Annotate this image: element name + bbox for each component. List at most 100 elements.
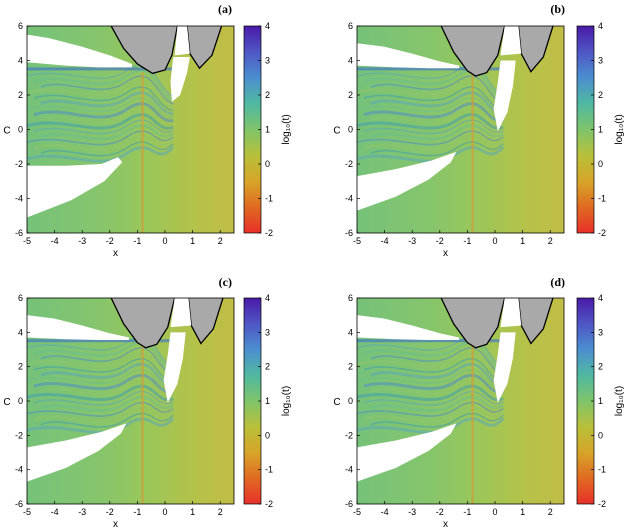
x-tick-label: -3 [78, 236, 86, 246]
boundary-left [110, 298, 176, 349]
x-tick-label: -4 [51, 507, 59, 517]
y-tick-label: 6 [348, 293, 353, 303]
y-tick-label: -2 [345, 159, 353, 169]
colorbar-tick-label: 3 [598, 56, 603, 66]
x-axis-label: x [443, 248, 448, 259]
chaotic-band [27, 336, 175, 434]
colorbar-tick-label: 3 [265, 327, 270, 337]
lobe-gap [170, 298, 192, 328]
band-edge [357, 67, 507, 71]
y-tick-label: -2 [15, 430, 23, 440]
plot-area [27, 298, 234, 504]
x-axis-label: x [113, 519, 118, 530]
lobe-gap [500, 26, 522, 56]
y-axis-label: C [333, 126, 340, 137]
plot-area [357, 298, 564, 504]
x-tick-label: -5 [23, 507, 31, 517]
x-tick-label: 0 [492, 236, 497, 246]
x-axis-label: x [443, 519, 448, 530]
panel-1: -5 -4 -3 -2 -1 0 1 2 -6 -4 -2 0 2 4 6 x C (b) -2 -1 0 1 2 3 4 log… [333, 2, 625, 259]
y-tick-label: -4 [15, 465, 23, 475]
colorbar-tick-label: 4 [598, 21, 603, 31]
panel-label: (d) [550, 275, 565, 289]
x-tick-label: 2 [548, 236, 553, 246]
lobe-gap [500, 298, 522, 328]
orange-streak [141, 344, 144, 504]
boundary-left [440, 298, 506, 349]
upper-basin [27, 34, 132, 68]
colorbar-tick-label: 1 [598, 125, 603, 135]
boundary-right [517, 26, 554, 73]
boundary-right [186, 26, 223, 70]
y-tick-label: -6 [345, 228, 353, 238]
x-tick-label: -1 [133, 507, 141, 517]
colorbar-label: log₁₀(t) [614, 386, 625, 416]
boundary-left [110, 26, 179, 75]
x-tick-label: -1 [133, 236, 141, 246]
band-edge [357, 339, 507, 343]
colorbar-tick-label: 3 [598, 327, 603, 337]
y-tick-label: 6 [18, 21, 23, 31]
x-tick-label: -3 [408, 507, 416, 517]
upper-basin [27, 315, 130, 341]
y-tick-label: 2 [18, 362, 23, 372]
colorbar-tick-label: 0 [598, 430, 603, 440]
colorbar-tick-label: -1 [265, 194, 273, 204]
colorbar-tick-label: 3 [265, 56, 270, 66]
x-tick-label: -4 [381, 507, 389, 517]
y-tick-label: 6 [348, 21, 353, 31]
y-tick-label: -6 [15, 499, 23, 509]
y-tick-label: 4 [18, 327, 23, 337]
y-tick-label: 4 [348, 327, 353, 337]
y-tick-label: -2 [15, 159, 23, 169]
panel-3: -5 -4 -3 -2 -1 0 1 2 -6 -4 -2 0 2 4 6 x C (d) -2 -1 0 1 2 3 4 log… [333, 275, 625, 530]
y-tick-label: 0 [348, 125, 353, 135]
chaotic-band [357, 64, 505, 163]
y-axis-label: C [333, 397, 340, 408]
y-tick-label: 2 [348, 90, 353, 100]
x-tick-label: 0 [162, 236, 167, 246]
x-tick-label: -4 [51, 236, 59, 246]
x-tick-label: -1 [463, 507, 471, 517]
colorbar-tick-label: -1 [598, 194, 606, 204]
y-tick-label: -6 [15, 228, 23, 238]
x-tick-label: 2 [218, 236, 223, 246]
orange-streak [471, 344, 474, 504]
colorbar-tick-label: -2 [265, 499, 273, 509]
y-tick-label: 0 [18, 125, 23, 135]
colorbar-tick-label: 0 [265, 430, 270, 440]
x-tick-label: 1 [520, 236, 525, 246]
colorbar-tick-label: 4 [265, 21, 270, 31]
colorbar-tick-label: 1 [265, 125, 270, 135]
x-tick-label: 1 [520, 507, 525, 517]
colorbar-tick-label: 4 [265, 293, 270, 303]
colorbar-tick-label: 2 [265, 362, 270, 372]
forbidden-region [111, 298, 223, 348]
colorbar-tick-label: -1 [265, 465, 273, 475]
panel-2: -5 -4 -3 -2 -1 0 1 2 -6 -4 -2 0 2 4 6 x C (c) -2 -1 0 1 2 3 4 log… [3, 275, 292, 530]
x-tick-label: -5 [353, 236, 361, 246]
x-tick-label: -2 [436, 236, 444, 246]
forbidden-region [111, 26, 222, 74]
plot-area [27, 26, 234, 233]
colorbar-tick-label: 2 [265, 90, 270, 100]
y-tick-label: -2 [345, 430, 353, 440]
x-tick-label: -3 [408, 236, 416, 246]
x-tick-label: -2 [436, 507, 444, 517]
band-edge [27, 339, 177, 343]
orange-streak [141, 72, 144, 233]
y-axis-label: C [3, 126, 10, 137]
y-tick-label: 4 [348, 56, 353, 66]
chaotic-band [27, 64, 175, 163]
lower-basin [27, 157, 123, 218]
colorbar-tick-label: 0 [598, 159, 603, 169]
y-tick-label: 0 [18, 396, 23, 406]
colorbar-tick-label: -2 [265, 228, 273, 238]
panel-label: (a) [218, 2, 232, 16]
colorbar-tick-label: 0 [265, 159, 270, 169]
y-tick-label: -4 [345, 194, 353, 204]
lower-basin [357, 151, 457, 211]
x-tick-label: -1 [463, 236, 471, 246]
upper-basin [357, 315, 460, 341]
y-tick-label: -4 [345, 465, 353, 475]
